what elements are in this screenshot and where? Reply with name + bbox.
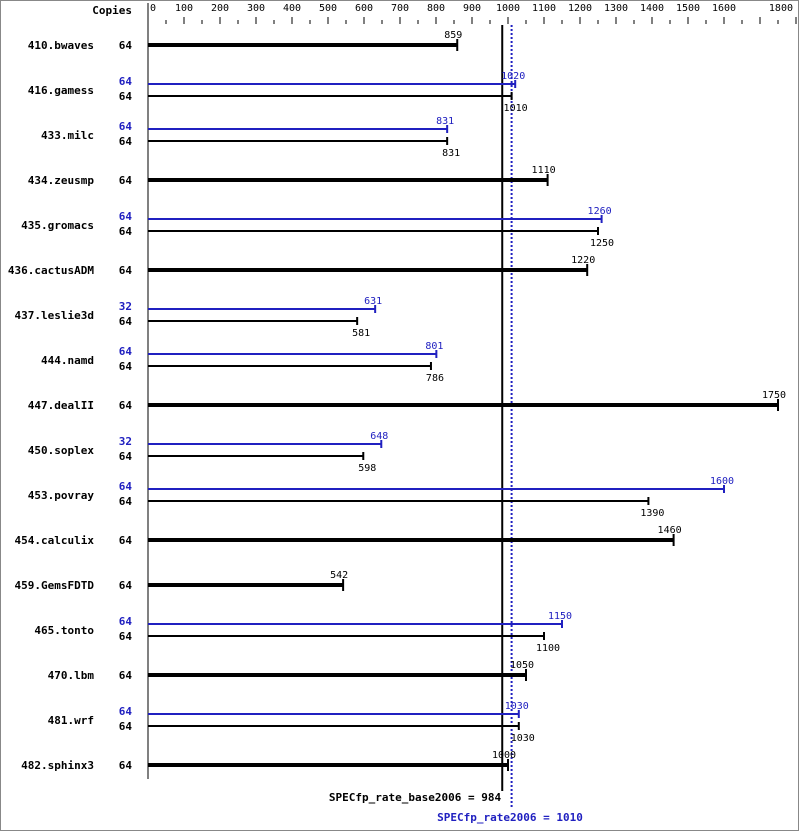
- peak-value-label: 1150: [548, 611, 572, 622]
- base-value-label: 581: [352, 328, 370, 339]
- x-tick-label: 1200: [568, 3, 592, 14]
- x-tick-label: 100: [175, 3, 193, 14]
- benchmark-label: 436.cactusADM: [8, 264, 94, 277]
- base-copies: 64: [119, 225, 133, 238]
- benchmark-label: 437.leslie3d: [15, 309, 94, 322]
- x-tick-label: 400: [283, 3, 301, 14]
- peak-copies: 64: [119, 615, 133, 628]
- base-value-label: 1010: [504, 103, 528, 114]
- benchmark-label: 454.calculix: [15, 534, 95, 547]
- x-tick-label: 300: [247, 3, 265, 14]
- base-value-label: 831: [442, 148, 460, 159]
- peak-copies: 64: [119, 345, 133, 358]
- benchmark-label: 435.gromacs: [21, 219, 94, 232]
- peak-copies: 32: [119, 435, 132, 448]
- x-tick-label: 0: [150, 3, 156, 14]
- benchmark-label: 481.wrf: [48, 714, 94, 727]
- base-copies: 64: [119, 315, 133, 328]
- peak-value-label: 631: [364, 296, 382, 307]
- base-copies: 64: [119, 720, 133, 733]
- base-copies: 64: [119, 174, 133, 187]
- peak-value-label: 1600: [710, 476, 734, 487]
- base-value-label: 1030: [511, 733, 535, 744]
- peak-value-label: 831: [436, 116, 454, 127]
- base-value-label: 1050: [510, 660, 534, 671]
- x-tick-label: 900: [463, 3, 481, 14]
- base-value-label: 1220: [571, 255, 595, 266]
- peak-value-label: 1020: [501, 71, 525, 82]
- base-value-label: 786: [426, 373, 444, 384]
- base-value-label: 1100: [536, 643, 560, 654]
- base-copies: 64: [119, 759, 133, 772]
- base-copies: 64: [119, 360, 133, 373]
- base-copies: 64: [119, 450, 133, 463]
- base-value-label: 1250: [590, 238, 614, 249]
- x-tick-label: 600: [355, 3, 373, 14]
- base-value-label: 542: [330, 570, 348, 581]
- benchmark-label: 459.GemsFDTD: [15, 579, 95, 592]
- base-copies: 64: [119, 135, 133, 148]
- benchmark-label: 450.soplex: [28, 444, 95, 457]
- peak-copies: 64: [119, 705, 133, 718]
- base-copies: 64: [119, 495, 133, 508]
- x-tick-label: 1800: [769, 3, 793, 14]
- benchmark-label: 416.gamess: [28, 84, 94, 97]
- peak-copies: 64: [119, 120, 133, 133]
- peak-copies: 64: [119, 210, 133, 223]
- benchmark-label: 434.zeusmp: [28, 174, 95, 187]
- benchmark-label: 465.tonto: [34, 624, 94, 637]
- copies-header: Copies: [92, 4, 132, 17]
- benchmark-label: 410.bwaves: [28, 39, 94, 52]
- peak-value-label: 1260: [588, 206, 612, 217]
- peak-value-label: 801: [425, 341, 443, 352]
- base-copies: 64: [119, 669, 133, 682]
- base-copies: 64: [119, 534, 133, 547]
- peak-copies: 32: [119, 300, 132, 313]
- x-tick-label: 200: [211, 3, 229, 14]
- x-tick-label: 700: [391, 3, 409, 14]
- base-value-label: 598: [358, 463, 376, 474]
- base-copies: 64: [119, 90, 133, 103]
- base-value-label: 1460: [658, 525, 682, 536]
- base-value-label: 1750: [762, 390, 786, 401]
- base-copies: 64: [119, 39, 133, 52]
- peak-copies: 64: [119, 480, 133, 493]
- base-value-label: 1390: [640, 508, 664, 519]
- x-tick-label: 1100: [532, 3, 556, 14]
- benchmark-label: 444.namd: [41, 354, 94, 367]
- x-tick-label: 1500: [676, 3, 700, 14]
- peak-value-label: 1030: [505, 701, 529, 712]
- x-tick-label: 500: [319, 3, 337, 14]
- benchmark-label: 482.sphinx3: [21, 759, 94, 772]
- base-copies: 64: [119, 399, 133, 412]
- base-copies: 64: [119, 579, 133, 592]
- peak-summary-label: SPECfp_rate2006 = 1010: [437, 811, 583, 824]
- benchmark-label: 447.dealII: [28, 399, 94, 412]
- base-value-label: 859: [444, 30, 462, 41]
- benchmark-label: 453.povray: [28, 489, 95, 502]
- base-copies: 64: [119, 630, 133, 643]
- peak-copies: 64: [119, 75, 133, 88]
- base-copies: 64: [119, 264, 133, 277]
- base-value-label: 1110: [532, 165, 556, 176]
- benchmark-label: 470.lbm: [48, 669, 95, 682]
- x-tick-label: 800: [427, 3, 445, 14]
- benchmark-label: 433.milc: [41, 129, 94, 142]
- base-value-label: 1000: [492, 750, 516, 761]
- base-summary-label: SPECfp_rate_base2006 = 984: [329, 791, 502, 804]
- x-tick-label: 1000: [496, 3, 520, 14]
- x-tick-label: 1300: [604, 3, 628, 14]
- x-tick-label: 1400: [640, 3, 664, 14]
- x-tick-label: 1600: [712, 3, 736, 14]
- peak-value-label: 648: [370, 431, 388, 442]
